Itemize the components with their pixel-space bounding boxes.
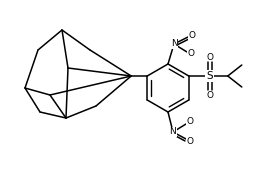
Text: N: N xyxy=(170,127,176,137)
Text: O: O xyxy=(206,53,213,62)
Text: O: O xyxy=(186,117,193,127)
Text: O: O xyxy=(186,137,193,146)
Text: N: N xyxy=(171,40,177,49)
Text: O: O xyxy=(206,91,213,100)
Text: O: O xyxy=(188,50,195,58)
Text: S: S xyxy=(206,71,213,81)
Text: O: O xyxy=(189,31,196,41)
